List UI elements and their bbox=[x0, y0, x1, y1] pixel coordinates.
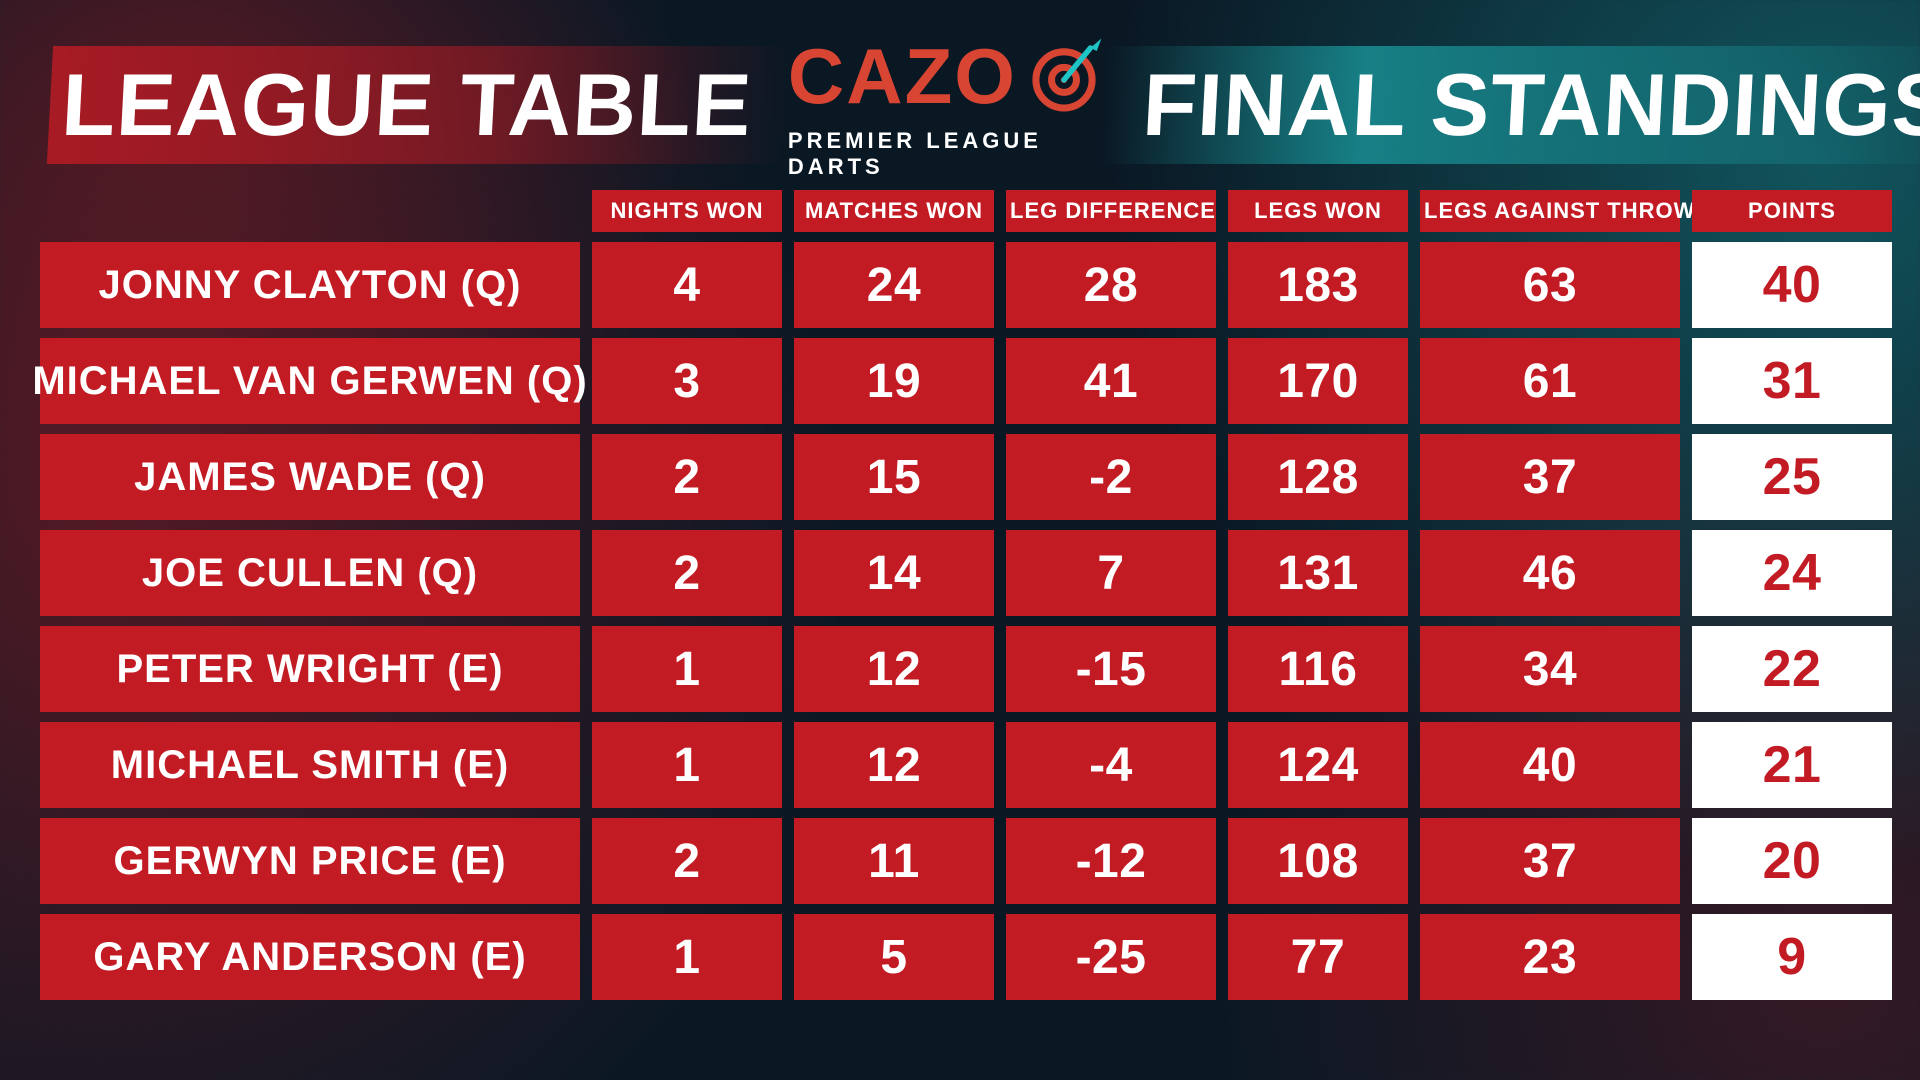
cell-nights-won: 1 bbox=[592, 914, 782, 1000]
cell-leg-diff: -2 bbox=[1006, 434, 1216, 520]
cell-nights-won: 3 bbox=[592, 338, 782, 424]
standings-graphic: LEAGUE TABLE CAZO PREMIER LEAGUE DARTS F… bbox=[0, 0, 1920, 1080]
cell-points: 20 bbox=[1692, 818, 1892, 904]
header-bar: LEAGUE TABLE CAZO PREMIER LEAGUE DARTS F… bbox=[40, 20, 1880, 190]
dartboard-icon bbox=[1025, 37, 1103, 115]
col-header-legs-won: LEGS WON bbox=[1228, 190, 1408, 232]
player-name: PETER WRIGHT (E) bbox=[40, 626, 580, 712]
table-row: MICHAEL SMITH (E)112-41244021 bbox=[40, 722, 1880, 808]
cell-points: 24 bbox=[1692, 530, 1892, 616]
cell-matches-won: 15 bbox=[794, 434, 994, 520]
player-name: JONNY CLAYTON (Q) bbox=[40, 242, 580, 328]
player-name: GARY ANDERSON (E) bbox=[40, 914, 580, 1000]
cell-nights-won: 2 bbox=[592, 530, 782, 616]
cell-leg-diff: 41 bbox=[1006, 338, 1216, 424]
cell-legs-against-throw: 23 bbox=[1420, 914, 1680, 1000]
cell-legs-won: 183 bbox=[1228, 242, 1408, 328]
cell-nights-won: 2 bbox=[592, 818, 782, 904]
cell-legs-won: 116 bbox=[1228, 626, 1408, 712]
player-name: MICHAEL VAN GERWEN (Q) bbox=[40, 338, 580, 424]
cell-legs-won: 170 bbox=[1228, 338, 1408, 424]
cell-points: 31 bbox=[1692, 338, 1892, 424]
table-header-row: NIGHTS WON MATCHES WON LEG DIFFERENCE LE… bbox=[40, 190, 1880, 232]
cell-leg-diff: -15 bbox=[1006, 626, 1216, 712]
cell-leg-diff: -4 bbox=[1006, 722, 1216, 808]
table-row: JONNY CLAYTON (Q)424281836340 bbox=[40, 242, 1880, 328]
sponsor-logo: CAZO PREMIER LEAGUE DARTS bbox=[788, 31, 1103, 180]
standings-table: NIGHTS WON MATCHES WON LEG DIFFERENCE LE… bbox=[40, 190, 1880, 1000]
cell-legs-against-throw: 40 bbox=[1420, 722, 1680, 808]
cell-points: 40 bbox=[1692, 242, 1892, 328]
cell-legs-won: 77 bbox=[1228, 914, 1408, 1000]
sponsor-sub: PREMIER LEAGUE DARTS bbox=[788, 128, 1103, 180]
table-row: GERWYN PRICE (E)211-121083720 bbox=[40, 818, 1880, 904]
title-right: FINAL STANDINGS bbox=[1100, 46, 1920, 164]
cell-legs-against-throw: 34 bbox=[1420, 626, 1680, 712]
title-left: LEAGUE TABLE bbox=[47, 46, 791, 164]
table-row: JAMES WADE (Q)215-21283725 bbox=[40, 434, 1880, 520]
table-row: GARY ANDERSON (E)15-2577239 bbox=[40, 914, 1880, 1000]
cell-points: 9 bbox=[1692, 914, 1892, 1000]
cell-leg-diff: -25 bbox=[1006, 914, 1216, 1000]
col-header-points: POINTS bbox=[1692, 190, 1892, 232]
cell-legs-against-throw: 46 bbox=[1420, 530, 1680, 616]
sponsor-main: CAZO bbox=[788, 31, 1103, 122]
cell-legs-won: 131 bbox=[1228, 530, 1408, 616]
cell-points: 22 bbox=[1692, 626, 1892, 712]
cell-legs-against-throw: 37 bbox=[1420, 434, 1680, 520]
col-header-legs-against-throw: LEGS AGAINST THROW bbox=[1420, 190, 1680, 232]
player-name: MICHAEL SMITH (E) bbox=[40, 722, 580, 808]
table-row: PETER WRIGHT (E)112-151163422 bbox=[40, 626, 1880, 712]
table-row: MICHAEL VAN GERWEN (Q)319411706131 bbox=[40, 338, 1880, 424]
col-header-leg-diff: LEG DIFFERENCE bbox=[1006, 190, 1216, 232]
col-header-nights-won: NIGHTS WON bbox=[592, 190, 782, 232]
table-row: JOE CULLEN (Q)21471314624 bbox=[40, 530, 1880, 616]
cell-points: 25 bbox=[1692, 434, 1892, 520]
player-name: JOE CULLEN (Q) bbox=[40, 530, 580, 616]
cell-legs-won: 124 bbox=[1228, 722, 1408, 808]
cell-matches-won: 5 bbox=[794, 914, 994, 1000]
title-right-block: FINAL STANDINGS PDC bbox=[1103, 46, 1920, 164]
cell-points: 21 bbox=[1692, 722, 1892, 808]
cell-legs-won: 108 bbox=[1228, 818, 1408, 904]
cell-leg-diff: -12 bbox=[1006, 818, 1216, 904]
cell-nights-won: 2 bbox=[592, 434, 782, 520]
cell-legs-against-throw: 61 bbox=[1420, 338, 1680, 424]
player-name: JAMES WADE (Q) bbox=[40, 434, 580, 520]
cell-nights-won: 4 bbox=[592, 242, 782, 328]
cell-legs-won: 128 bbox=[1228, 434, 1408, 520]
cell-matches-won: 12 bbox=[794, 722, 994, 808]
cell-matches-won: 11 bbox=[794, 818, 994, 904]
cell-matches-won: 19 bbox=[794, 338, 994, 424]
player-name: GERWYN PRICE (E) bbox=[40, 818, 580, 904]
cell-nights-won: 1 bbox=[592, 626, 782, 712]
cell-legs-against-throw: 37 bbox=[1420, 818, 1680, 904]
cell-nights-won: 1 bbox=[592, 722, 782, 808]
cell-legs-against-throw: 63 bbox=[1420, 242, 1680, 328]
cell-matches-won: 12 bbox=[794, 626, 994, 712]
cell-leg-diff: 28 bbox=[1006, 242, 1216, 328]
sponsor-name: CAZO bbox=[788, 31, 1017, 122]
cell-leg-diff: 7 bbox=[1006, 530, 1216, 616]
col-header-matches-won: MATCHES WON bbox=[794, 190, 994, 232]
cell-matches-won: 14 bbox=[794, 530, 994, 616]
header-spacer bbox=[40, 190, 580, 232]
cell-matches-won: 24 bbox=[794, 242, 994, 328]
